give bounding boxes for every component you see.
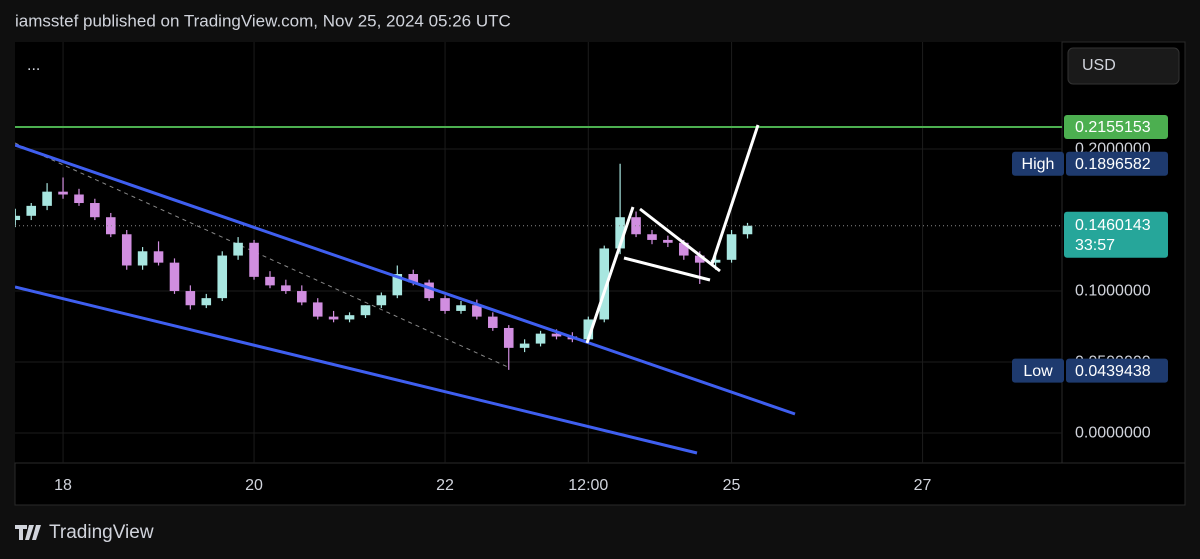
x-tick-label: 18 bbox=[54, 477, 72, 494]
candle-body bbox=[90, 203, 100, 218]
channel-upper bbox=[15, 143, 796, 416]
plot-area bbox=[15, 42, 1062, 463]
candle-body bbox=[376, 295, 387, 306]
candle-body bbox=[392, 274, 403, 296]
marker-name: High bbox=[1022, 156, 1055, 173]
candle-body bbox=[360, 305, 371, 316]
candle-body bbox=[42, 191, 52, 206]
candle-body bbox=[519, 343, 530, 348]
marker-value: 0.1896582 bbox=[1075, 156, 1151, 173]
header: iamsstef published on TradingView.com, N… bbox=[15, 11, 511, 30]
candle-body bbox=[74, 194, 84, 204]
currency[interactable]: USD bbox=[1082, 57, 1116, 74]
target-label: 0.2155153 bbox=[1075, 119, 1151, 136]
flag-pole bbox=[585, 206, 635, 344]
candle-body bbox=[265, 276, 275, 286]
marker-value-box bbox=[1066, 151, 1168, 176]
candle-body bbox=[58, 191, 68, 195]
candle-body bbox=[312, 302, 323, 317]
breakout-projection bbox=[710, 124, 760, 265]
footer: TradingView bbox=[49, 522, 154, 543]
flag-bottom bbox=[623, 256, 711, 282]
candle-body bbox=[710, 259, 721, 263]
y-tick-label: 0.1000000 bbox=[1075, 282, 1151, 299]
candle-body bbox=[233, 242, 243, 256]
candle-body bbox=[297, 291, 307, 303]
candle-body bbox=[440, 298, 450, 311]
candle-body bbox=[456, 305, 466, 311]
candle-body bbox=[503, 327, 514, 348]
candle-body bbox=[106, 217, 116, 235]
last-price-label: 0.1460143 bbox=[1075, 217, 1151, 234]
x-tick-label: 22 bbox=[436, 477, 454, 494]
x-tick-label: 12:00 bbox=[568, 477, 608, 494]
candle-body bbox=[694, 255, 705, 263]
candle-body bbox=[185, 291, 196, 306]
candle-body bbox=[488, 316, 498, 328]
candle-body bbox=[742, 225, 753, 235]
candle-body bbox=[551, 333, 562, 337]
menu[interactable]: ... bbox=[27, 57, 40, 74]
candle-body bbox=[472, 305, 482, 317]
candle-body bbox=[344, 315, 355, 320]
candle-body bbox=[679, 242, 689, 256]
x-tick-label: 20 bbox=[245, 477, 263, 494]
candle-body bbox=[201, 298, 212, 306]
candle-body bbox=[328, 316, 339, 320]
candle-body bbox=[424, 282, 434, 299]
candle-body bbox=[615, 217, 625, 249]
candle-body bbox=[281, 285, 291, 292]
candle-body bbox=[726, 234, 737, 260]
marker-name-box bbox=[1012, 151, 1064, 176]
channel-lower bbox=[15, 285, 698, 455]
countdown: 33:57 bbox=[1075, 237, 1115, 254]
logo: TradingView bbox=[15, 522, 154, 543]
candle-body bbox=[647, 234, 657, 240]
target-label-box bbox=[1064, 115, 1168, 140]
marker-name: Low bbox=[1023, 363, 1053, 380]
x-tick-label: 25 bbox=[723, 477, 741, 494]
logo-icon bbox=[15, 525, 41, 540]
candle-body bbox=[121, 234, 132, 266]
candle-body bbox=[153, 251, 164, 263]
time-axis bbox=[14, 462, 1186, 506]
candle-body bbox=[663, 239, 673, 243]
candle-body bbox=[26, 205, 37, 216]
marker-value-box bbox=[1066, 358, 1168, 383]
candle-body bbox=[15, 215, 21, 221]
marker-value: 0.0439438 bbox=[1075, 363, 1151, 380]
flag-top bbox=[639, 207, 721, 273]
candle-body bbox=[583, 319, 594, 340]
marker-name-box bbox=[1012, 358, 1064, 383]
candle-body bbox=[535, 333, 546, 344]
x-tick-label: 27 bbox=[914, 477, 932, 494]
last-price-box bbox=[1064, 211, 1168, 258]
candle-body bbox=[249, 242, 259, 277]
y-tick-label: 0.0000000 bbox=[1075, 424, 1151, 441]
candle-body bbox=[408, 274, 419, 283]
currency-button[interactable] bbox=[1067, 47, 1180, 85]
candle-body bbox=[137, 251, 148, 266]
candle-body bbox=[217, 255, 228, 299]
candle-body bbox=[599, 248, 610, 320]
candle-body bbox=[169, 262, 180, 292]
dashed-trendline bbox=[15, 142, 511, 369]
candle-body bbox=[631, 217, 641, 235]
